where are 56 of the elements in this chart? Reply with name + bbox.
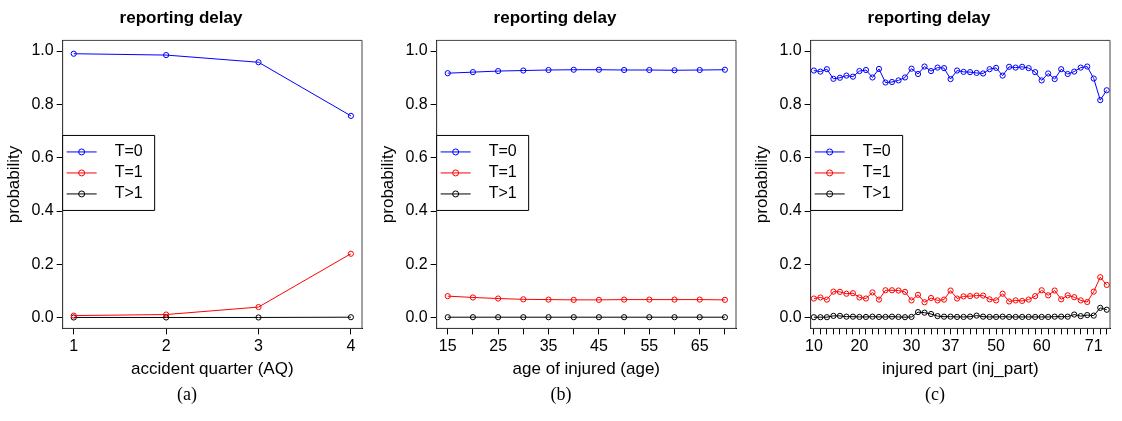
x-tick-label: 10	[805, 337, 823, 355]
chart-title: reporting delay	[493, 7, 617, 27]
x-tick-label: 4	[346, 337, 356, 355]
y-tick-label: 1.0	[779, 41, 802, 59]
x-axis-title: age of injured (age)	[512, 359, 661, 379]
y-tick-label: 0.0	[405, 308, 428, 326]
x-tick-label: 71	[1084, 337, 1103, 355]
x-tick-label: 37	[941, 337, 960, 355]
x-axis-title: injured part (inj_part)	[881, 359, 1039, 379]
y-axis-title: probability	[3, 145, 23, 224]
y-tick-label: 0.0	[31, 308, 54, 326]
legend-label: T>1	[114, 184, 143, 202]
x-axis-title: accident quarter (AQ)	[131, 359, 294, 379]
legend-label: T=1	[114, 163, 143, 181]
text: (b)	[549, 384, 573, 405]
x-tick-label: 55	[640, 337, 659, 355]
y-tick-label: 0.2	[779, 254, 802, 272]
y-axis-title: probability	[751, 145, 771, 224]
y-tick-label: 0.8	[31, 94, 54, 112]
x-tick-label: 15	[438, 337, 457, 355]
x-tick-label: 60	[1032, 337, 1051, 355]
x-tick-label: 3	[254, 337, 264, 355]
legend-label: T=0	[488, 142, 517, 160]
y-tick-label: 0.4	[779, 201, 802, 219]
legend-label: T=0	[862, 142, 891, 160]
y-tick-label: 0.6	[31, 148, 54, 166]
legend-label: T=1	[862, 163, 891, 181]
x-tick-label: 25	[489, 337, 508, 355]
y-tick-label: 0.8	[779, 94, 802, 112]
y-tick-label: 0.0	[779, 308, 802, 326]
y-tick-label: 1.0	[405, 41, 428, 59]
y-tick-label: 0.4	[31, 201, 54, 219]
x-tick-label: 65	[690, 337, 709, 355]
y-axis-title: probability	[377, 145, 397, 224]
y-tick-label: 0.6	[779, 148, 802, 166]
x-tick-label: 35	[539, 337, 558, 355]
legend-label: T>1	[862, 184, 891, 202]
x-tick-label: 50	[987, 337, 1006, 355]
y-tick-label: 0.2	[31, 254, 54, 272]
y-tick-label: 0.2	[405, 254, 428, 272]
chart-title: reporting delay	[119, 7, 243, 27]
x-tick-label: 1	[69, 337, 79, 355]
y-tick-label: 1.0	[31, 41, 54, 59]
chart-title: reporting delay	[867, 7, 991, 27]
legend-label: T=1	[488, 163, 517, 181]
text: (c)	[924, 384, 946, 405]
y-tick-label: 0.4	[405, 201, 428, 219]
text: (a)	[176, 384, 198, 405]
x-tick-label: 30	[902, 337, 921, 355]
y-tick-label: 0.6	[405, 148, 428, 166]
x-tick-label: 20	[850, 337, 869, 355]
x-tick-label: 45	[590, 337, 608, 355]
legend-label: T>1	[488, 184, 517, 202]
legend-label: T=0	[114, 142, 143, 160]
y-tick-label: 0.8	[405, 94, 428, 112]
x-tick-label: 2	[161, 337, 171, 355]
